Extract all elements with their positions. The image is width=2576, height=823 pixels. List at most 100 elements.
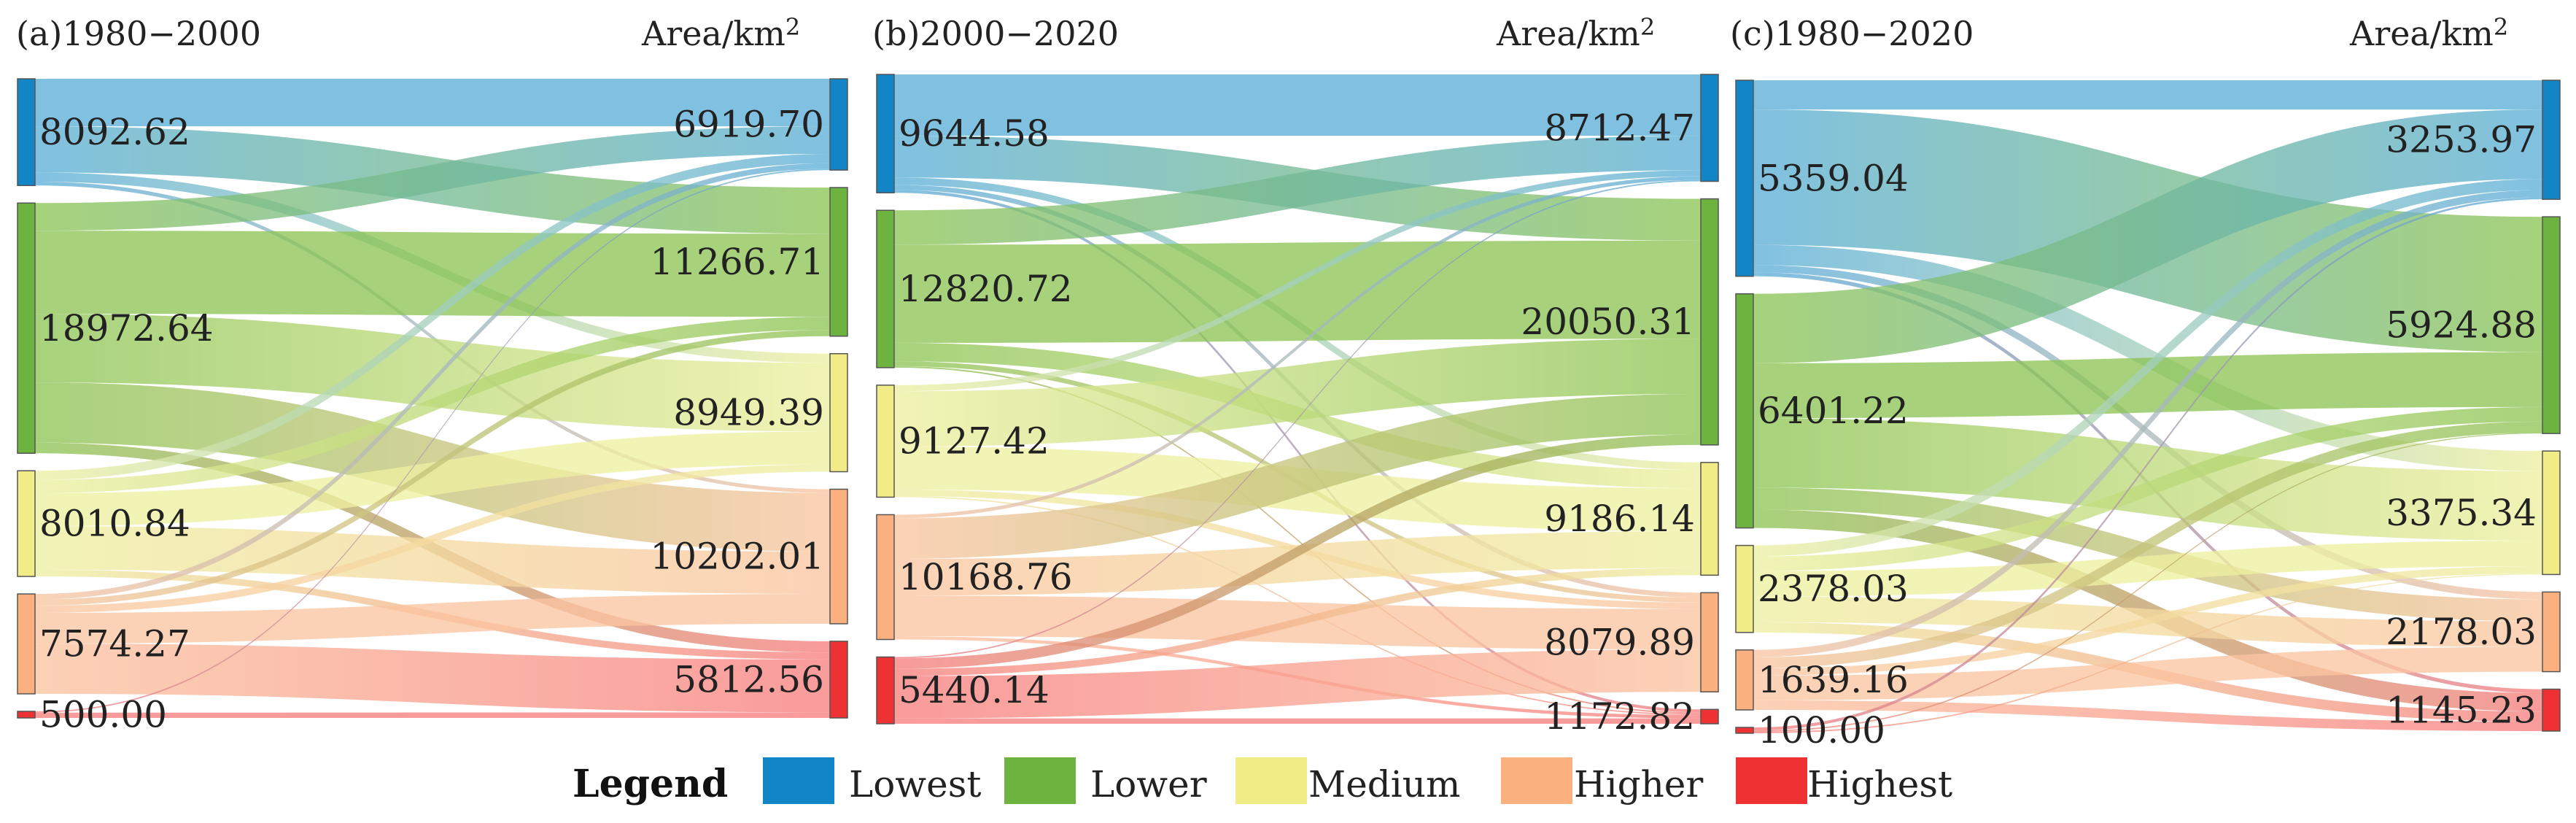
flow-lower-to-medium	[1753, 418, 2542, 541]
target-value-label: 1172.82	[1544, 695, 1695, 738]
target-value-label: 20050.31	[1521, 301, 1695, 343]
flow-higher-to-lower	[894, 394, 1701, 559]
flow-higher-to-highest	[35, 644, 830, 713]
source-node-medium	[17, 470, 36, 577]
source-node-lower	[1735, 293, 1754, 529]
source-value-label: 9644.58	[899, 112, 1050, 155]
source-value-label: 6401.22	[1758, 390, 1909, 432]
target-value-label: 1145.23	[2386, 689, 2537, 731]
target-node-highest	[2542, 688, 2561, 732]
target-value-label: 8712.47	[1544, 107, 1695, 149]
source-node-medium	[1735, 544, 1754, 633]
legend-swatch-lowest	[763, 757, 834, 804]
flow-highest-to-highest	[894, 718, 1701, 724]
panel-a: (a)1980−2000 Area/km2 8092.62 18972.64 8…	[16, 13, 848, 735]
source-value-label: 5440.14	[899, 669, 1050, 711]
target-value-label: 3253.97	[2386, 119, 2537, 161]
target-node-medium	[829, 352, 848, 473]
flow-medium-to-higher	[35, 526, 830, 594]
source-value-label: 2378.03	[1758, 568, 1909, 610]
target-value-label: 5924.88	[2386, 304, 2537, 347]
flow-highest-to-lower	[1753, 432, 2542, 733]
flow-lower-to-medium	[35, 314, 830, 432]
panel-b-links	[894, 74, 1701, 724]
panel-b-title: (b)2000−2020	[872, 14, 1119, 53]
flow-lowest-to-higher	[35, 181, 830, 493]
source-value-label: 18972.64	[39, 307, 214, 349]
flow-highest-to-lowest	[894, 179, 1701, 659]
source-node-lower	[17, 202, 36, 454]
source-node-lowest	[1735, 80, 1754, 277]
flow-highest-to-higher	[894, 649, 1701, 719]
target-value-label: 5812.56	[673, 658, 824, 700]
target-node-medium	[1700, 462, 1719, 576]
flow-medium-to-lower	[1753, 406, 2542, 571]
flow-medium-to-medium	[35, 431, 830, 527]
target-value-label: 8079.89	[1544, 621, 1695, 663]
source-node-higher	[17, 593, 36, 695]
legend-title: Legend	[573, 762, 728, 806]
source-node-lowest	[876, 74, 895, 193]
flow-medium-to-lower	[894, 339, 1701, 447]
target-node-higher	[829, 488, 848, 625]
source-value-label: 500.00	[39, 693, 167, 735]
target-node-lower	[829, 187, 848, 337]
legend-label-medium: Medium	[1308, 763, 1460, 805]
flow-lower-to-lowest	[894, 136, 1701, 245]
flow-lower-to-lowest	[1753, 109, 2542, 363]
source-value-label: 8010.84	[39, 503, 190, 545]
target-value-label: 2178.03	[2386, 611, 2537, 653]
source-value-label: 10168.76	[899, 556, 1073, 598]
legend-label-higher: Higher	[1574, 763, 1703, 805]
flow-highest-to-highest	[35, 712, 830, 718]
flow-medium-to-lower	[35, 317, 830, 493]
source-node-highest	[876, 656, 895, 725]
target-node-lowest	[2542, 80, 2561, 200]
flow-lower-to-lowest	[35, 126, 830, 231]
panel-c-links	[1753, 80, 2542, 733]
flow-lower-to-higher	[1753, 487, 2542, 622]
flow-higher-to-lowest	[35, 163, 830, 600]
panel-b: (b)2000−2020 Area/km2 9644.58 12820.72 9…	[872, 13, 1719, 738]
target-node-lowest	[829, 78, 848, 171]
source-value-label: 9127.42	[899, 420, 1050, 463]
flow-higher-to-higher	[1753, 646, 2542, 700]
flow-higher-to-medium	[894, 531, 1701, 596]
source-value-label: 12820.72	[899, 268, 1073, 310]
flow-lowest-to-lowest	[894, 74, 1701, 136]
source-node-higher	[1735, 649, 1754, 711]
flow-highest-to-lowest	[35, 169, 830, 713]
flow-higher-to-medium	[35, 464, 830, 614]
target-value-label: 3375.34	[2386, 492, 2537, 534]
source-value-label: 5359.04	[1758, 157, 1909, 199]
legend-swatch-lower	[1004, 757, 1076, 804]
flow-lowest-to-higher	[1753, 265, 2542, 600]
legend-label-lower: Lower	[1090, 763, 1207, 805]
flow-highest-to-medium	[894, 568, 1701, 676]
flow-lower-to-lower	[1753, 352, 2542, 419]
source-node-lower	[876, 209, 895, 368]
source-value-label: 7574.27	[39, 623, 190, 665]
flow-medium-to-lowest	[1753, 179, 2542, 557]
flow-highest-to-lowest	[1753, 197, 2542, 731]
flow-higher-to-higher	[35, 593, 830, 644]
panel-a-links	[35, 79, 830, 718]
source-node-medium	[876, 385, 895, 498]
target-node-higher	[1700, 592, 1719, 693]
flow-higher-to-medium	[1753, 566, 2542, 676]
target-node-medium	[2542, 450, 2561, 576]
flow-higher-to-lower	[1753, 421, 2542, 668]
target-node-lower	[1700, 198, 1719, 446]
source-node-highest	[17, 711, 36, 719]
panel-a-unit: Area/km2	[641, 13, 800, 53]
target-value-label: 10202.01	[650, 536, 824, 578]
target-value-label: 8949.39	[673, 392, 824, 434]
source-value-label: 100.00	[1758, 709, 1885, 751]
source-node-highest	[1735, 727, 1754, 734]
flow-higher-to-lower	[35, 330, 830, 606]
panel-a-title: (a)1980−2000	[16, 14, 261, 53]
flow-medium-to-lowest	[35, 154, 830, 480]
target-node-lowest	[1700, 74, 1719, 182]
panel-c: (c)1980−2020 Area/km2 5359.04 6401.22 23…	[1730, 13, 2561, 751]
